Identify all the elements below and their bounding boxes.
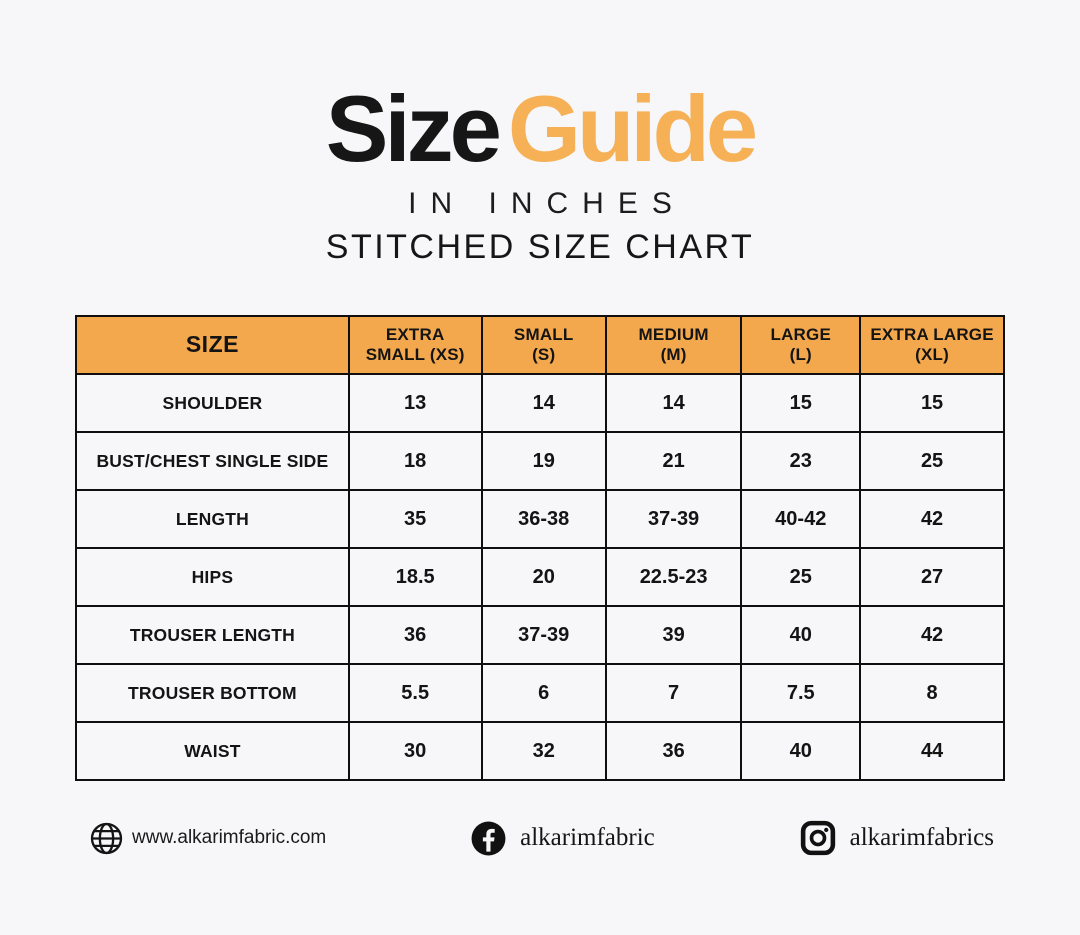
cell-value: 8 <box>859 663 1005 723</box>
cell-value: 30 <box>347 721 483 781</box>
column-header: LARGE (L) <box>740 315 862 375</box>
row-label: TROUSER BOTTOM <box>75 663 350 723</box>
cell-value: 32 <box>480 721 607 781</box>
table-row: LENGTH 35 36-38 37-39 40-42 42 <box>75 489 1005 549</box>
website-text: www.alkarimfabric.com <box>132 827 327 848</box>
cell-value: 40 <box>740 721 862 781</box>
cell-value: 5.5 <box>347 663 483 723</box>
cell-value: 7.5 <box>740 663 862 723</box>
subtitle-stitched-size-chart: STITCHED SIZE CHART <box>325 228 755 267</box>
cell-value: 25 <box>740 547 862 607</box>
facebook-handle: alkarimfabric <box>520 824 655 851</box>
instagram-handle: alkarimfabrics <box>849 824 994 851</box>
cell-value: 22.5-23 <box>604 547 743 607</box>
row-label: HIPS <box>75 547 350 607</box>
column-header: SIZE <box>75 315 350 375</box>
title-word-guide: Guide <box>507 76 758 181</box>
title-word-size: Size <box>325 76 502 181</box>
cell-value: 36 <box>347 605 483 665</box>
table-row: BUST/CHEST SINGLE SIDE 18 19 21 23 25 <box>75 431 1005 491</box>
row-label: SHOULDER <box>75 373 350 433</box>
globe-icon <box>90 822 123 854</box>
cell-value: 35 <box>347 489 483 549</box>
cell-value: 7 <box>604 663 743 723</box>
facebook-icon <box>471 821 506 855</box>
cell-value: 23 <box>740 431 862 491</box>
cell-value: 37-39 <box>604 489 743 549</box>
cell-value: 39 <box>604 605 743 665</box>
size-chart-header-row: SIZE EXTRA SMALL (XS) SMALL (S) MEDIUM (M) L… <box>75 315 1005 375</box>
cell-value: 40 <box>740 605 862 665</box>
table-row: WAIST 30 32 36 40 44 <box>75 721 1005 781</box>
facebook-link[interactable]: alkarimfabric <box>470 820 655 857</box>
cell-value: 20 <box>480 547 607 607</box>
instagram-icon <box>800 820 835 856</box>
column-header: SMALL (S) <box>480 315 607 375</box>
instagram-link[interactable]: alkarimfabrics <box>799 819 994 857</box>
cell-value: 21 <box>604 431 743 491</box>
row-label: BUST/CHEST SINGLE SIDE <box>75 431 350 491</box>
cell-value: 36-38 <box>480 489 607 549</box>
table-row: TROUSER LENGTH 36 37-39 39 40 42 <box>75 605 1005 665</box>
cell-value: 42 <box>859 489 1005 549</box>
cell-value: 13 <box>347 373 483 433</box>
cell-value: 27 <box>859 547 1005 607</box>
cell-value: 44 <box>859 721 1005 781</box>
footer: www.alkarimfabric.com alkarimfabric alka… <box>0 812 1080 864</box>
cell-value: 18 <box>347 431 483 491</box>
page-title: Size Guide <box>0 82 1080 176</box>
cell-value: 6 <box>480 663 607 723</box>
cell-value: 37-39 <box>480 605 607 665</box>
table-row: SHOULDER 13 14 14 15 15 <box>75 373 1005 433</box>
row-label: LENGTH <box>75 489 350 549</box>
size-chart-body: SHOULDER 13 14 14 15 15 BUST/CHEST SINGLE SIDE… <box>75 373 1005 781</box>
cell-value: 14 <box>480 373 607 433</box>
cell-value: 25 <box>859 431 1005 491</box>
cell-value: 18.5 <box>347 547 483 607</box>
subtitle-in-inches: IN INCHES <box>408 187 686 221</box>
cell-value: 42 <box>859 605 1005 665</box>
cell-value: 14 <box>604 373 743 433</box>
row-label: TROUSER LENGTH <box>75 605 350 665</box>
table-row: HIPS 18.5 20 22.5-23 25 27 <box>75 547 1005 607</box>
cell-value: 40-42 <box>740 489 862 549</box>
cell-value: 36 <box>604 721 743 781</box>
column-header: EXTRA SMALL (XS) <box>347 315 483 375</box>
title-block: Size Guide IN INCHES STITCHED SIZE CHART <box>0 82 1080 267</box>
cell-value: 19 <box>480 431 607 491</box>
cell-value: 15 <box>859 373 1005 433</box>
website-link[interactable]: www.alkarimfabric.com <box>88 820 326 857</box>
column-header: MEDIUM (M) <box>604 315 743 375</box>
cell-value: 15 <box>740 373 862 433</box>
table-row: TROUSER BOTTOM 5.5 6 7 7.5 8 <box>75 663 1005 723</box>
row-label: WAIST <box>75 721 350 781</box>
column-header: EXTRA LARGE (XL) <box>859 315 1005 375</box>
size-chart-table: SIZE EXTRA SMALL (XS) SMALL (S) MEDIUM (M) L… <box>75 315 1005 781</box>
